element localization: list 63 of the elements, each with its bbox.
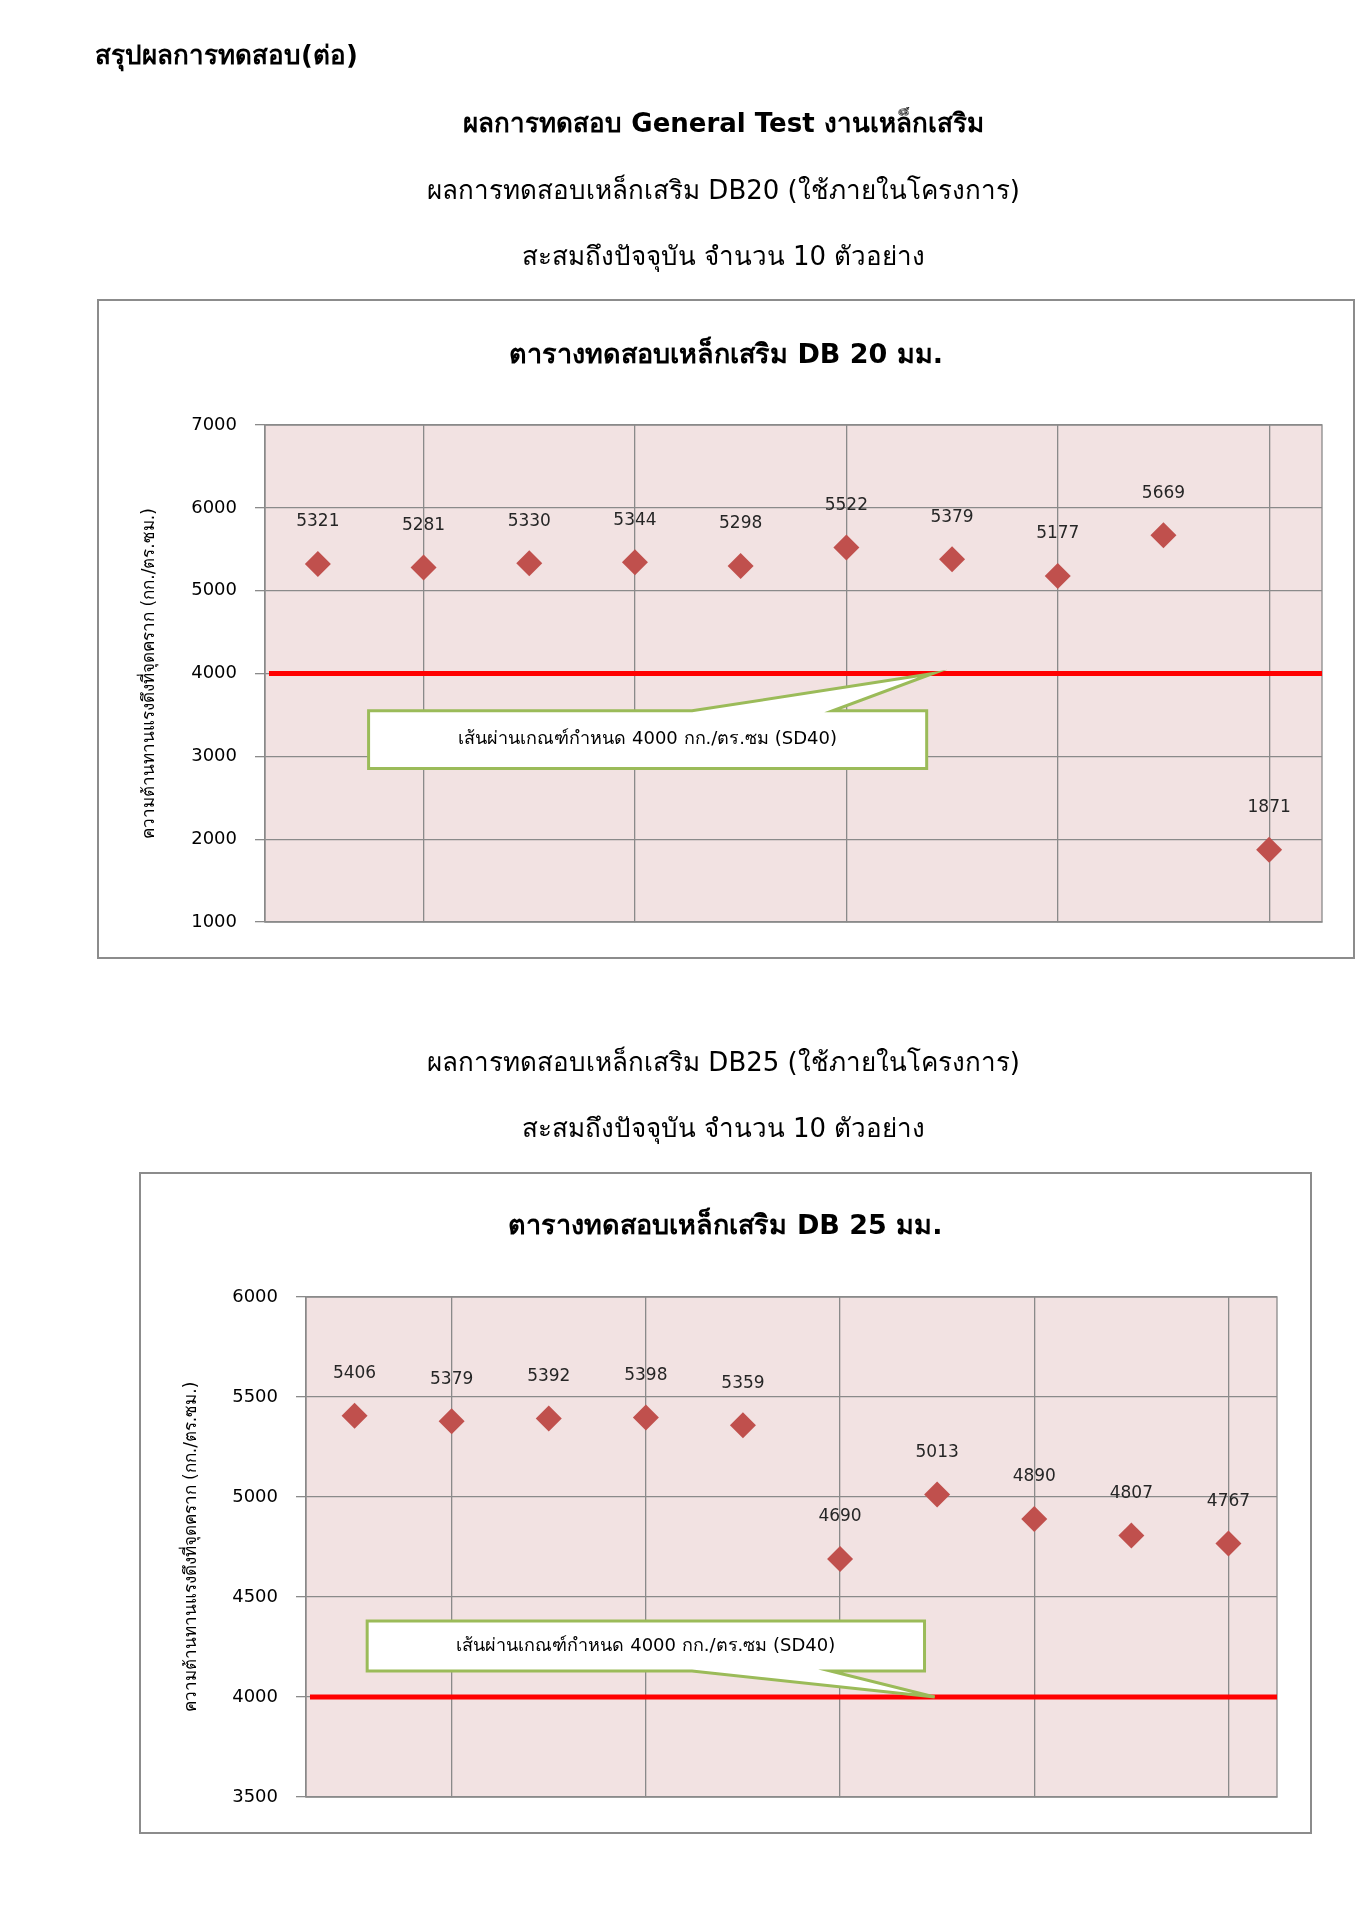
point — [1150, 522, 1177, 549]
text: ผลการทดสอบเหล็กเสริม DB20 (ใช้ภายในโครงการ) สะสมถึงปัจจุบัน จำนวน 10 ตัวอย่าง — [427, 175, 1020, 271]
chart-title: ตารางทดสอบเหล็กเสริม DB 25 มม. — [507, 1206, 944, 1242]
ref-line-label: เส้นผ่านเกณฑ์กำหนด 4000 กก./ตร.ซม (SD40) — [456, 1633, 836, 1655]
point — [827, 1546, 854, 1572]
ref-line-label: เส้นผ่านเกณฑ์กำหนด 4000 กก./ตร.ซม (SD40) — [458, 727, 837, 749]
point — [1044, 563, 1071, 590]
data-label: 5321 — [296, 510, 340, 531]
y-axis-title: ความต้านทานแรงดึงที่จุดคราก (กก./ตร.ซม.) — [135, 508, 159, 839]
point — [729, 1412, 756, 1439]
y-tick-label: 6000 — [191, 495, 237, 517]
y-tick-label: 7000 — [191, 412, 237, 434]
text: สรุปผลการทดสอบ(ต่อ) — [95, 39, 358, 72]
point — [304, 551, 331, 578]
point — [1021, 1506, 1048, 1532]
point — [516, 550, 543, 577]
y-axis-title: ความต้านทานแรงดึงที่จุดคราก (กก./ตร.ซม.) — [177, 1381, 201, 1713]
data-label: 5281 — [401, 513, 446, 534]
data-label: 5406 — [332, 1362, 377, 1383]
point — [632, 1404, 659, 1431]
data-label: 5379 — [930, 505, 974, 526]
data-label: 4767 — [1206, 1490, 1251, 1511]
data-label: 5398 — [624, 1363, 668, 1384]
y-tick-label: 2000 — [191, 826, 237, 848]
chart-title: ตารางทดสอบเหล็กเสริม DB 20 มม. — [508, 335, 944, 371]
point — [1118, 1522, 1145, 1549]
data-label: 5392 — [527, 1365, 571, 1386]
data-label: 5359 — [721, 1371, 765, 1392]
point — [727, 552, 754, 579]
data-label: 5522 — [824, 493, 868, 514]
point — [1215, 1530, 1242, 1557]
data-label: 5013 — [915, 1440, 959, 1461]
point — [939, 546, 966, 573]
point — [833, 534, 860, 561]
data-label: 4890 — [1012, 1465, 1056, 1486]
point — [621, 549, 648, 576]
point — [924, 1481, 951, 1508]
data-label: 5177 — [1036, 522, 1080, 543]
point — [438, 1408, 465, 1435]
y-tick-label: 5000 — [232, 1484, 278, 1506]
data-label: 5379 — [430, 1367, 474, 1388]
y-tick-label: 4000 — [232, 1684, 278, 1706]
text: ผลการทดสอบ General Test งานเหล็กเสริม — [462, 106, 985, 140]
y-tick-label: 5000 — [191, 578, 237, 600]
data-label: 5669 — [1141, 481, 1186, 502]
point — [410, 554, 437, 581]
data-label: 5344 — [613, 508, 657, 529]
y-tick-label: 4000 — [191, 661, 237, 683]
data-label: 1871 — [1247, 796, 1291, 817]
y-tick-label: 3000 — [191, 744, 237, 766]
point — [535, 1405, 562, 1432]
y-tick-label: 3500 — [232, 1784, 278, 1806]
y-tick-label: 5500 — [232, 1384, 278, 1406]
data-label: 5298 — [719, 512, 763, 533]
data-label: 4807 — [1109, 1482, 1153, 1503]
y-tick-label: 6000 — [232, 1284, 278, 1306]
y-tick-label: 1000 — [191, 909, 237, 931]
data-label: 4690 — [818, 1505, 862, 1526]
data-label: 5330 — [507, 509, 551, 530]
point — [1256, 836, 1283, 863]
point — [341, 1402, 368, 1429]
text: ผลการทดสอบเหล็กเสริม DB25 (ใช้ภายในโครงการ) สะสมถึงปัจจุบัน จำนวน 10 ตัวอย่าง — [427, 1047, 1020, 1143]
y-tick-label: 4500 — [232, 1584, 278, 1606]
